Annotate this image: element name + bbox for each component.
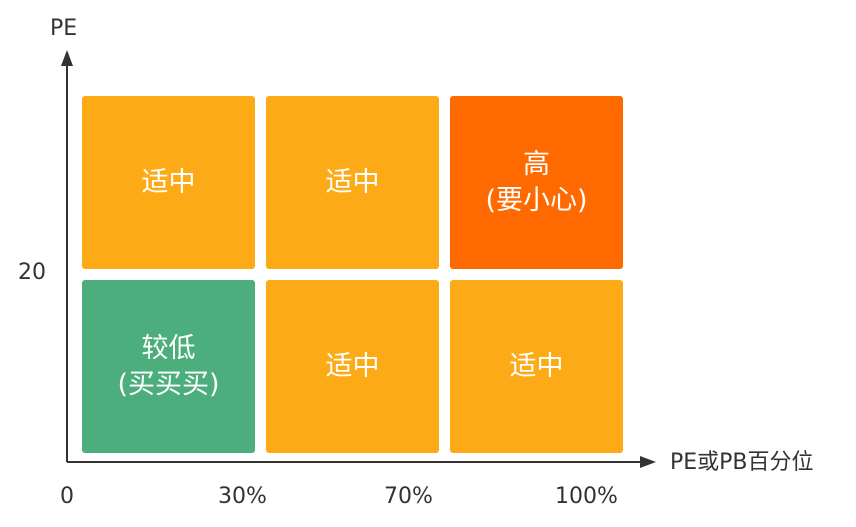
y-tick-20: 20 [18, 260, 46, 285]
cell-top-mid-percentile: 适中 [266, 96, 439, 269]
cell-label: 适中 [141, 166, 196, 198]
cell-bottom-mid-percentile: 适中 [266, 280, 439, 453]
cell-bottom-high-percentile: 适中 [450, 280, 623, 453]
cell-top-high-percentile: 高 (要小心) [450, 96, 623, 269]
cell-label: 适中 [509, 350, 564, 382]
cell-top-low-percentile: 适中 [82, 96, 255, 269]
cell-label: 适中 [325, 166, 380, 198]
x-tick-30: 30% [218, 484, 267, 509]
cell-sublabel: (买买买) [117, 368, 220, 400]
x-tick-70: 70% [384, 484, 433, 509]
y-axis-label: PE [50, 16, 78, 41]
x-axis-label: PE或PB百分位 [670, 450, 814, 475]
cell-label: 适中 [325, 350, 380, 382]
y-axis-arrow [61, 50, 73, 66]
cell-sublabel: (要小心) [485, 184, 588, 216]
cell-label: 较低 [141, 332, 196, 364]
cell-bottom-low-percentile: 较低 (买买买) [82, 280, 255, 453]
cell-label: 高 [523, 148, 550, 180]
x-tick-100: 100% [555, 484, 618, 509]
x-axis-arrow [640, 456, 656, 468]
x-tick-0: 0 [60, 484, 74, 509]
